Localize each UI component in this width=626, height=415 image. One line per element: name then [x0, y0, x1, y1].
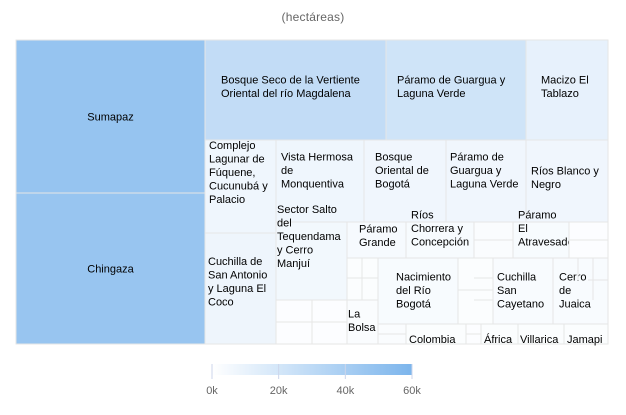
treemap-cell-label: Sumapaz — [87, 112, 133, 124]
treemap-cell-label: Vista Hermosa de Monquentiva — [281, 152, 354, 191]
treemap-cell-label: Bosque Oriental de Bogotá — [375, 152, 429, 191]
color-axis-legend: 0k 20k 40k 60k — [206, 364, 421, 397]
color-axis-tick-label: 20k — [270, 385, 288, 397]
treemap-cell-label: La Bolsa — [348, 308, 376, 334]
treemap-labels: Sumapaz Chingaza Bosque Seco de la Vertien… — [87, 74, 602, 346]
treemap-cell[interactable] — [525, 39, 609, 141]
treemap-cell-label: Chingaza — [87, 264, 134, 276]
color-axis-tick-label: 60k — [403, 385, 421, 397]
treemap-cell[interactable] — [405, 221, 475, 259]
treemap-small-cells — [275, 221, 609, 345]
treemap-cell-label: Cerro de Juaica — [559, 272, 592, 311]
color-axis-gradient — [212, 364, 412, 375]
treemap-cell-label: Villarica — [520, 334, 559, 346]
treemap-cell-label: África — [484, 333, 513, 346]
color-axis-tick-label: 0k — [206, 385, 218, 397]
treemap-cell-label: Páramo de Guargua y Laguna Verde — [397, 74, 506, 100]
treemap-cell[interactable] — [512, 221, 570, 259]
treemap-cell[interactable] — [363, 139, 447, 223]
chart-subtitle: (hectáreas) — [281, 10, 345, 24]
treemap-cell-label: Macizo El Tablazo — [541, 74, 589, 100]
treemap-cell[interactable] — [275, 139, 365, 223]
treemap-cell[interactable] — [563, 323, 609, 345]
treemap-cell-label: Bosque Seco de la Vertiente Oriental del … — [221, 74, 360, 100]
treemap-cell-label: Nacimiento del Río Bogotá — [396, 272, 451, 311]
treemap-cell-label: Cuchilla San Cayetano — [497, 272, 544, 311]
treemap-cell-label: Complejo Lagunar de Fúquene, Cucunubá y Pala… — [209, 140, 268, 206]
treemap-cell[interactable] — [204, 139, 277, 234]
treemap-cell[interactable] — [552, 257, 609, 325]
treemap-cell[interactable] — [346, 221, 407, 259]
treemap-cell[interactable] — [385, 39, 527, 141]
treemap-cell-label: Ríos Chorrera y Concepción — [411, 210, 469, 249]
treemap-cell-label: Páramo El Atravesado — [518, 210, 574, 249]
treemap-cell[interactable] — [445, 139, 527, 223]
treemap-cells — [15, 39, 609, 345]
treemap-cell[interactable] — [15, 192, 206, 345]
treemap-cell-label: Ríos Blanco y Negro — [531, 165, 599, 191]
treemap-cell[interactable] — [275, 221, 348, 301]
treemap-cell-label: Páramo Grande — [359, 223, 398, 249]
treemap-cell-label: Colombia — [409, 334, 456, 346]
treemap-cell-label: Cuchilla de San Antonio y Laguna El Coco — [208, 256, 267, 309]
treemap-small-cell[interactable] — [457, 257, 494, 325]
treemap-cell[interactable] — [204, 232, 277, 345]
treemap-cell-label: Jamapi — [567, 334, 602, 346]
color-axis-tick-label: 40k — [336, 385, 354, 397]
treemap-cell-label: Páramo de Guargua y Laguna Verde — [450, 152, 519, 191]
treemap-cell-label: Sector Salto del Tequendama y Cerro Manjuí — [277, 204, 341, 270]
